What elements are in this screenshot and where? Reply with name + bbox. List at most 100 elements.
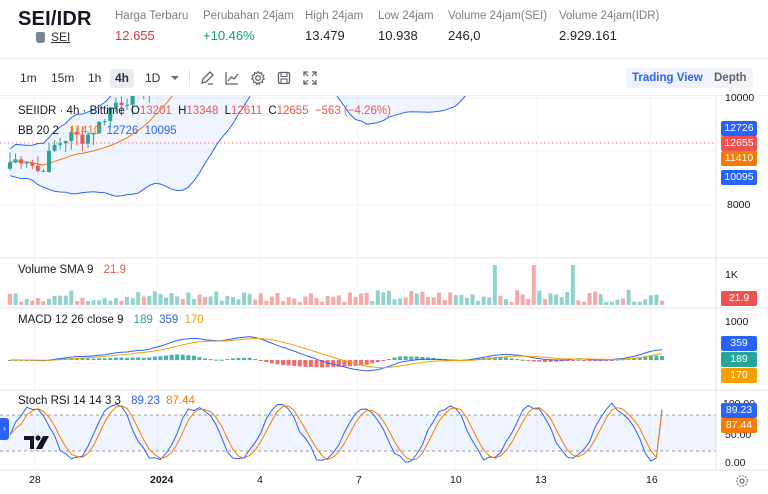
macd-hist-bar — [253, 359, 258, 361]
volume-bar — [308, 293, 313, 305]
volume-bar — [47, 298, 52, 305]
macd-hist-bar — [119, 357, 124, 360]
bb-basis-value: 11410 — [69, 125, 101, 137]
timeframe-15m[interactable]: 15m — [51, 71, 75, 85]
chart-settings-icon[interactable] — [735, 474, 749, 488]
macd-hist-tag: 189 — [721, 352, 757, 367]
coin-icon — [36, 31, 45, 43]
stat-high-24h: High 24jam 13.479 — [305, 10, 363, 43]
timeframe-4h[interactable]: 4h — [110, 69, 135, 88]
volume-bar — [258, 293, 263, 305]
volume-bar — [286, 297, 291, 305]
bb-lower-line — [9, 96, 466, 197]
volume-bar — [654, 294, 659, 305]
macd-label: MACD 12 26 close 9 — [18, 314, 124, 326]
macd-signal-value: 170 — [184, 314, 204, 326]
volume-bar — [398, 298, 403, 305]
volume-bar — [269, 296, 274, 305]
volume-bar — [626, 290, 631, 305]
volume-bar — [331, 296, 336, 305]
volume-bar — [130, 298, 135, 305]
macd-hist-bar — [660, 356, 664, 360]
open-label: O — [130, 105, 140, 117]
macd-hist-bar — [548, 360, 553, 362]
macd-hist-bar — [392, 357, 397, 360]
macd-hist-bar — [554, 360, 559, 362]
volume-bar — [86, 301, 91, 305]
stat-label: High 24jam — [305, 10, 364, 22]
candle-body — [108, 107, 113, 122]
macd-hist-bar — [370, 360, 375, 364]
macd-hist-bar — [269, 360, 274, 364]
candle-body — [102, 121, 107, 123]
volume-bar — [542, 299, 547, 305]
volume-bar — [342, 301, 347, 305]
save-icon[interactable] — [276, 70, 292, 86]
collapse-panel-toggle[interactable]: › — [0, 418, 9, 440]
volume-bar — [576, 300, 581, 305]
volume-bar — [152, 291, 157, 305]
candle-body — [47, 150, 52, 172]
volume-bar — [476, 300, 481, 305]
trading-view-tab[interactable]: Trading View — [626, 68, 709, 88]
volume-legend: Volume SMA 9 21.9 — [18, 264, 129, 276]
volume-bar — [58, 295, 63, 305]
volume-bar — [520, 294, 525, 305]
timeframe-1h[interactable]: 1h — [88, 71, 102, 85]
draw-icon[interactable] — [199, 70, 215, 86]
volume-bar — [208, 296, 213, 305]
stat-low-24h: Low 24jam 10.938 — [378, 10, 434, 43]
stat-label: Low 24jam — [378, 10, 434, 22]
macd-hist-bar — [353, 360, 358, 366]
high-label: H — [178, 105, 187, 117]
timeframe-1m[interactable]: 1m — [20, 71, 37, 85]
macd-hist-bar — [74, 358, 79, 360]
toolbar-divider — [189, 70, 190, 87]
volume-bar — [119, 300, 124, 305]
settings-icon[interactable] — [250, 70, 266, 86]
macd-hist-bar — [632, 358, 637, 360]
candlestick-series — [8, 96, 150, 173]
macd-hist-bar — [113, 357, 118, 360]
macd-hist-bar — [286, 360, 291, 366]
volume-axis-tick: 1K — [725, 269, 738, 281]
macd-hist-bar — [654, 355, 659, 360]
bb-label: BB 20 2 — [18, 125, 59, 137]
price-axis-tick: 10000 — [725, 92, 755, 104]
candle-body — [63, 141, 68, 144]
tradingview-logo-icon — [24, 435, 49, 449]
candle-body — [19, 159, 24, 164]
time-axis-tick: 13 — [535, 474, 547, 486]
bollinger-fill — [10, 96, 466, 197]
macd-hist-bar — [598, 360, 603, 361]
candle-body — [113, 102, 118, 108]
volume-bar — [125, 297, 130, 305]
candle-body — [24, 162, 29, 164]
stoch-d-value: 87.44 — [166, 395, 195, 407]
macd-hist-bar — [403, 356, 408, 360]
coin-name[interactable]: SEI — [51, 30, 71, 44]
macd-hist-bar — [108, 357, 113, 360]
candle-body — [13, 159, 18, 163]
macd-hist-bar — [314, 360, 319, 368]
volume-bar — [297, 301, 302, 305]
macd-hist-bar — [164, 355, 169, 360]
volume-bar — [637, 301, 642, 305]
chevron-down-icon[interactable] — [167, 70, 183, 86]
volume-bar — [459, 294, 464, 305]
macd-hist-bar — [230, 358, 235, 360]
depth-tab[interactable]: Depth — [708, 68, 753, 88]
volume-bar — [41, 301, 46, 305]
volume-bar — [203, 296, 208, 305]
volume-bar — [431, 297, 436, 305]
indicators-icon[interactable] — [224, 70, 240, 86]
price-chart[interactable] — [0, 96, 768, 494]
macd-hist-bar — [214, 359, 219, 361]
fullscreen-icon[interactable] — [302, 70, 318, 86]
stoch-k-line — [9, 402, 663, 463]
timeframe-1d[interactable]: 1D — [145, 71, 161, 85]
macd-lines — [9, 336, 663, 372]
stoch-legend: Stoch RSI 14 14 3 3 89.23 87.44 — [18, 395, 198, 407]
stoch-axis-tick: 0.00 — [725, 457, 746, 469]
coin-link[interactable]: SEI — [36, 30, 70, 44]
